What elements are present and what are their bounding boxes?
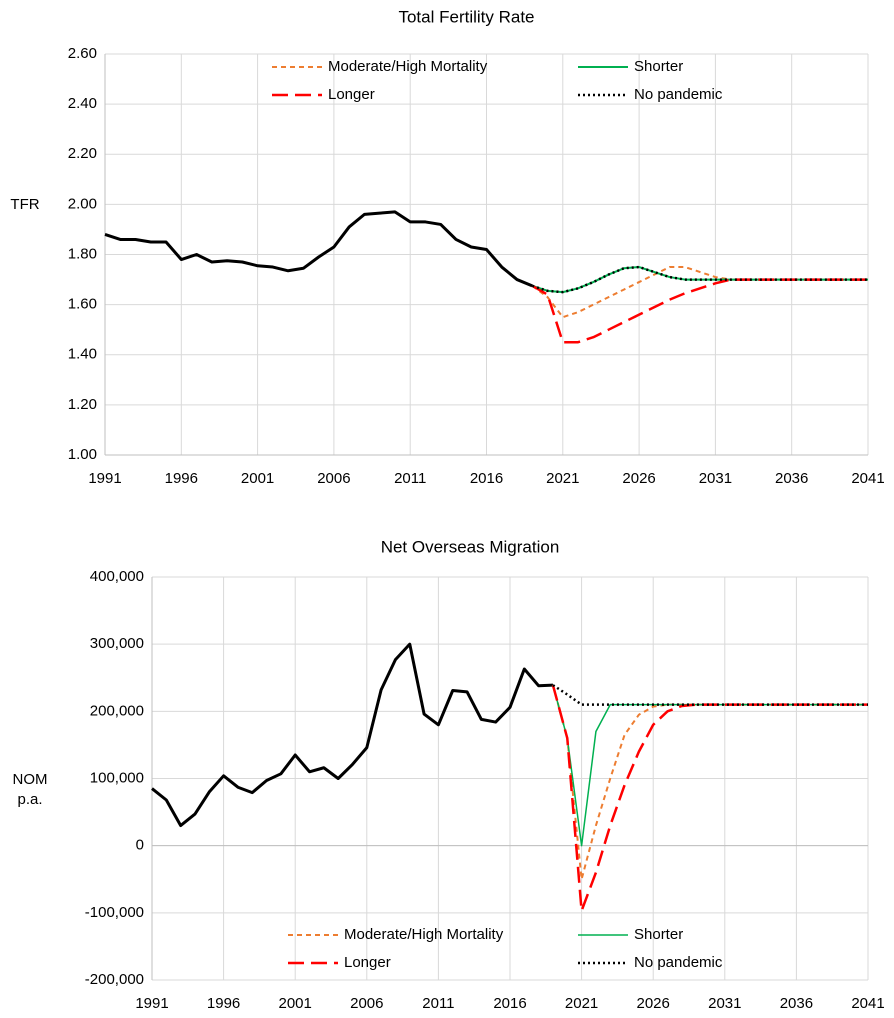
x-tick-label: 2041 [851, 995, 884, 1012]
y-tick-label: 200,000 [90, 702, 144, 719]
legend-label: Shorter [634, 58, 683, 75]
y-tick-label: 300,000 [90, 635, 144, 652]
x-tick-label: 2016 [470, 470, 503, 487]
legend-label: No pandemic [634, 86, 723, 103]
x-tick-label: 2001 [279, 995, 312, 1012]
legend-label: Moderate/High Mortality [344, 926, 504, 943]
y-tick-label: 1.20 [68, 396, 97, 413]
series-line [151, 642, 554, 828]
x-tick-label: 2026 [622, 470, 655, 487]
series-line [104, 210, 533, 288]
y-tick-label: 100,000 [90, 769, 144, 786]
x-tick-label: 2011 [422, 995, 454, 1012]
series-line [531, 265, 868, 294]
x-tick-label: 1991 [88, 470, 121, 487]
x-tick-label: 2021 [546, 470, 579, 487]
x-tick-label: 2031 [699, 470, 732, 487]
y-tick-label: 1.80 [68, 245, 97, 262]
series-line [531, 266, 868, 319]
x-tick-label: 2016 [493, 995, 526, 1012]
legend-label: No pandemic [634, 954, 723, 971]
x-tick-label: 2036 [780, 995, 813, 1012]
x-tick-label: 1996 [165, 470, 198, 487]
y-tick-label: 400,000 [90, 568, 144, 585]
y-tick-label: 2.20 [68, 145, 97, 162]
x-tick-label: 2041 [851, 470, 884, 487]
legend-label: Shorter [634, 926, 683, 943]
y-tick-label: 2.60 [68, 45, 97, 62]
x-tick-label: 1991 [135, 995, 168, 1012]
x-tick-label: 2021 [565, 995, 598, 1012]
legend-label: Longer [344, 954, 391, 971]
x-tick-label: 2026 [637, 995, 670, 1012]
y-axis-label: NOM p.a. [12, 771, 48, 808]
x-tick-label: 2006 [317, 470, 350, 487]
series-line [531, 278, 868, 344]
x-tick-label: 2006 [350, 995, 383, 1012]
y-tick-label: -200,000 [85, 971, 144, 988]
chart-title: Net Overseas Migration [381, 537, 560, 556]
y-tick-label: 1.60 [68, 296, 97, 313]
y-tick-label: 1.00 [68, 446, 97, 463]
y-tick-label: 2.00 [68, 195, 97, 212]
x-tick-label: 2036 [775, 470, 808, 487]
chart-title: Total Fertility Rate [398, 7, 534, 26]
x-tick-label: 1996 [207, 995, 240, 1012]
series-line [551, 684, 868, 881]
y-tick-label: -100,000 [85, 904, 144, 921]
y-axis-label: TFR [10, 196, 40, 213]
legend-label: Longer [328, 86, 375, 103]
x-tick-label: 2011 [394, 470, 426, 487]
y-tick-label: 1.40 [68, 346, 97, 363]
x-tick-label: 2031 [708, 995, 741, 1012]
legend-label: Moderate/High Mortality [328, 58, 488, 75]
y-tick-label: 0 [136, 837, 144, 854]
series-line [552, 684, 868, 706]
x-tick-label: 2001 [241, 470, 274, 487]
y-tick-label: 2.40 [68, 95, 97, 112]
series-line [551, 684, 868, 913]
series-line [552, 684, 868, 847]
